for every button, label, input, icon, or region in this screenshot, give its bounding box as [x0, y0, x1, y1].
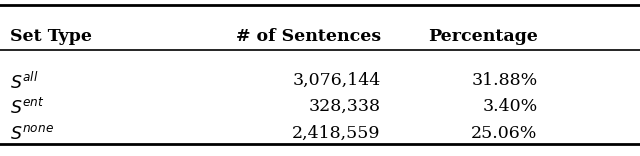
Text: 25.06%: 25.06%: [471, 125, 538, 142]
Text: 31.88%: 31.88%: [471, 72, 538, 89]
Text: 328,338: 328,338: [308, 98, 381, 115]
Text: $S^{\mathit{none}}$: $S^{\mathit{none}}$: [10, 125, 54, 143]
Text: Percentage: Percentage: [428, 28, 538, 45]
Text: $S^{\mathit{ent}}$: $S^{\mathit{ent}}$: [10, 98, 44, 118]
Text: # of Sentences: # of Sentences: [236, 28, 381, 45]
Text: 3.40%: 3.40%: [483, 98, 538, 115]
Text: $S^{\mathit{all}}$: $S^{\mathit{all}}$: [10, 72, 38, 93]
Text: 2,418,559: 2,418,559: [292, 125, 381, 142]
Text: 3,076,144: 3,076,144: [292, 72, 381, 89]
Text: Set Type: Set Type: [10, 28, 92, 45]
